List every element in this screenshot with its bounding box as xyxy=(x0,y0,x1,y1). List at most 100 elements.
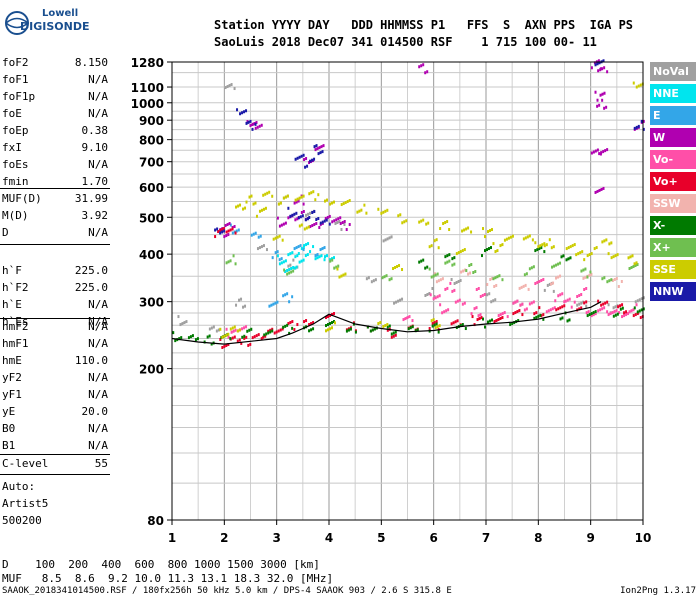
data-point-w xyxy=(282,222,285,226)
data-point-x- xyxy=(333,266,336,270)
data-point-noval xyxy=(210,326,213,330)
data-point-nnw xyxy=(317,152,320,156)
param-value: 55 xyxy=(94,457,108,470)
data-point-sse xyxy=(277,202,280,206)
param-value: N/A xyxy=(88,439,108,452)
data-point-w xyxy=(258,124,261,128)
data-point-vo- xyxy=(447,308,450,312)
data-point-w xyxy=(226,223,229,227)
data-point-x- xyxy=(567,257,570,261)
data-point-noval xyxy=(265,248,268,252)
param-key: foEp xyxy=(2,124,29,137)
data-point-w xyxy=(233,225,236,229)
data-point-vo- xyxy=(634,313,637,317)
data-point-w xyxy=(224,224,227,228)
data-point-vo- xyxy=(621,303,624,307)
data-point-vo- xyxy=(444,287,447,291)
data-point-sse xyxy=(386,208,389,212)
data-point-vo- xyxy=(433,321,436,325)
data-point-ssw xyxy=(620,279,623,283)
data-point-sse xyxy=(308,192,311,196)
data-point-ssw xyxy=(489,277,492,281)
data-point-sse xyxy=(336,267,339,271)
data-point-noval xyxy=(576,303,579,307)
data-point-sse xyxy=(331,201,333,205)
data-point-w xyxy=(278,224,281,228)
data-point-x- xyxy=(636,263,639,267)
data-point-nne xyxy=(296,254,299,258)
data-point-x- xyxy=(453,256,456,260)
data-point-x- xyxy=(603,276,606,280)
data-point-vo- xyxy=(449,281,452,285)
data-point-vo- xyxy=(287,322,290,326)
data-point-vo- xyxy=(606,310,609,314)
data-point-w xyxy=(276,216,279,220)
data-point-x- xyxy=(481,254,483,258)
y-tick-label: 800 xyxy=(139,134,164,148)
data-point-vo- xyxy=(406,316,409,320)
data-point-vo- xyxy=(585,287,588,290)
data-point-sse xyxy=(601,240,604,244)
data-point-x- xyxy=(431,324,434,328)
data-point-w xyxy=(601,92,604,96)
param-key: yF1 xyxy=(2,388,22,401)
data-point-sse xyxy=(612,255,615,259)
data-point-vo- xyxy=(223,227,226,231)
data-point-sse xyxy=(534,241,537,245)
data-point-nnw xyxy=(219,231,222,235)
data-point-sse xyxy=(377,207,380,211)
data-point-x- xyxy=(225,261,228,265)
data-point-sse xyxy=(340,274,343,278)
data-point-w xyxy=(590,66,593,70)
data-point-noval xyxy=(230,83,233,87)
data-point-x- xyxy=(407,327,410,331)
data-point-x- xyxy=(191,334,194,338)
legend-item: SSE xyxy=(650,260,696,279)
data-point-noval xyxy=(256,247,259,251)
data-point-noval xyxy=(177,315,180,319)
data-point-x- xyxy=(532,265,535,269)
data-point-vo- xyxy=(327,315,329,319)
data-point-vo- xyxy=(607,313,610,317)
data-point-noval xyxy=(431,287,434,290)
data-point-x- xyxy=(543,250,546,254)
data-point-noval xyxy=(244,304,247,308)
data-point-x- xyxy=(559,317,562,321)
muf-row: MUF 8.5 8.6 9.2 10.0 11.3 13.1 18.3 32.0… xyxy=(2,572,334,585)
data-point-vo- xyxy=(477,287,480,290)
data-point-noval xyxy=(382,239,385,243)
param-row: hmE 110.0 xyxy=(2,354,108,371)
legend-item: X+ xyxy=(650,238,696,257)
param-row: foF1p N/A xyxy=(2,90,108,107)
data-point-noval xyxy=(386,237,389,241)
data-point-vo- xyxy=(578,307,581,311)
data-point-w xyxy=(420,64,423,68)
data-point-ssw xyxy=(555,276,558,280)
data-point-noval xyxy=(309,211,312,215)
data-point-w xyxy=(255,121,258,125)
data-point-sse xyxy=(221,335,224,339)
data-point-sse xyxy=(239,203,242,207)
data-point-nnw xyxy=(594,63,597,67)
data-point-vo- xyxy=(461,302,464,306)
data-point-vo- xyxy=(331,313,333,317)
data-point-x- xyxy=(234,262,237,266)
param-row: h`F 225.0 xyxy=(2,264,108,281)
data-point-w xyxy=(297,199,300,203)
data-point-noval xyxy=(307,212,310,216)
data-point-w xyxy=(326,215,329,219)
data-point-x- xyxy=(496,275,499,279)
data-point-noval xyxy=(636,299,639,303)
data-point-w xyxy=(256,125,259,129)
data-point-e xyxy=(319,248,322,252)
data-point-sse xyxy=(418,220,421,224)
data-point-sse xyxy=(437,246,440,250)
data-point-nne xyxy=(280,261,283,265)
data-point-vo- xyxy=(260,337,263,341)
data-point-sse xyxy=(430,244,433,248)
data-point-noval xyxy=(455,280,458,284)
data-point-e xyxy=(288,300,291,304)
data-point-x- xyxy=(482,317,484,321)
data-point-x- xyxy=(484,249,486,253)
header-row2: SaoLuis 2018 Dec07 341 014500 RSF 1 715 … xyxy=(214,35,597,49)
